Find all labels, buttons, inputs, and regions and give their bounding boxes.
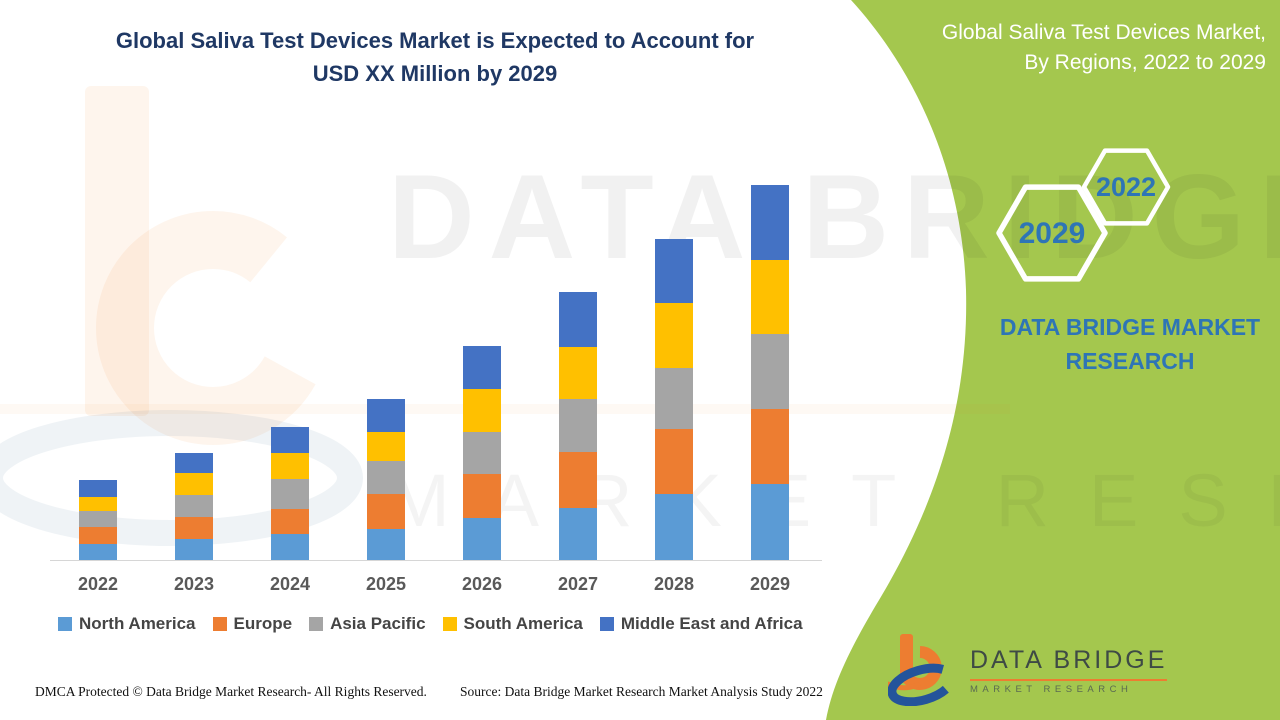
x-axis-label-2022: 2022 <box>77 574 119 594</box>
segment-middle-east-and-africa-2028 <box>655 239 693 303</box>
side-panel-title-line2: By Regions, 2022 to 2029 <box>1024 51 1266 74</box>
segment-asia-pacific-2027 <box>559 399 597 452</box>
segment-europe-2024 <box>271 509 309 534</box>
legend-label-north-america: North America <box>79 614 196 633</box>
segment-asia-pacific-2023 <box>175 495 213 517</box>
segment-north-america-2024 <box>271 534 309 560</box>
peach-b-watermark <box>0 86 1010 445</box>
segment-middle-east-and-africa-2027 <box>559 292 597 347</box>
segment-south-america-2027 <box>559 347 597 399</box>
side-panel-title-line1: Global Saliva Test Devices Market, <box>941 21 1266 44</box>
logo-subtitle: MARKET RESEARCH <box>970 684 1133 695</box>
segment-south-america-2029 <box>751 260 789 334</box>
segment-asia-pacific-2028 <box>655 368 693 429</box>
segment-middle-east-and-africa-2022 <box>79 480 117 497</box>
x-axis-label-2027: 2027 <box>557 574 599 594</box>
segment-north-america-2023 <box>175 539 213 560</box>
segment-asia-pacific-2029 <box>751 334 789 409</box>
segment-middle-east-and-africa-2029 <box>751 185 789 260</box>
legend-item-asia-pacific: Asia Pacific <box>309 614 426 634</box>
hexagon-2029-label: 2029 <box>1019 217 1086 250</box>
segment-north-america-2027 <box>559 508 597 560</box>
bar-2028 <box>655 239 693 560</box>
segment-asia-pacific-2025 <box>367 461 405 494</box>
brand-text: DATA BRIDGE MARKET RESEARCH <box>985 310 1275 378</box>
x-axis-label-2029: 2029 <box>749 574 791 594</box>
dmca-notice: DMCA Protected © Data Bridge Market Rese… <box>35 684 427 699</box>
legend-swatch-south-america <box>442 617 457 631</box>
bar-2029 <box>751 185 789 560</box>
segment-asia-pacific-2022 <box>79 511 117 527</box>
segment-south-america-2024 <box>271 453 309 479</box>
segment-south-america-2023 <box>175 473 213 495</box>
legend-label-middle-east-and-africa: Middle East and Africa <box>620 614 803 633</box>
segment-europe-2028 <box>655 429 693 494</box>
hexagon-2022: 2022 <box>1081 148 1171 226</box>
x-axis-label-2024: 2024 <box>269 574 311 594</box>
segment-asia-pacific-2026 <box>463 432 501 474</box>
x-axis-label-2026: 2026 <box>461 574 503 594</box>
bar-2023 <box>175 453 213 560</box>
data-bridge-logo: DATA BRIDGE MARKET RESEARCH <box>888 628 1168 706</box>
legend-label-europe: Europe <box>233 614 293 633</box>
legend-label-asia-pacific: Asia Pacific <box>330 614 426 633</box>
bar-2022 <box>79 480 117 560</box>
segment-middle-east-and-africa-2026 <box>463 346 501 389</box>
legend-label-south-america: South America <box>463 614 583 633</box>
hexagon-2022-label: 2022 <box>1096 172 1156 202</box>
legend-swatch-europe <box>212 617 227 631</box>
segment-europe-2029 <box>751 409 789 484</box>
logo-title: DATA BRIDGE <box>970 646 1168 681</box>
chart-title-line1: Global Saliva Test Devices Market is Exp… <box>115 28 755 53</box>
segment-south-america-2022 <box>79 497 117 511</box>
brand-text-line1: DATA BRIDGE MARKET <box>999 314 1261 340</box>
segment-south-america-2028 <box>655 303 693 368</box>
segment-south-america-2025 <box>367 432 405 461</box>
chart-title: Global Saliva Test Devices Market is Exp… <box>40 24 830 90</box>
segment-europe-2027 <box>559 452 597 508</box>
chart-title-line2: USD XX Million by 2029 <box>312 61 558 86</box>
segment-north-america-2025 <box>367 529 405 560</box>
bar-2024 <box>271 427 309 560</box>
data-bridge-logo-text: DATA BRIDGE MARKET RESEARCH <box>970 646 1168 695</box>
legend-item-south-america: South America <box>442 614 583 634</box>
chart-legend: North America Europe Asia Pacific South Ame… <box>58 614 803 634</box>
segment-middle-east-and-africa-2023 <box>175 453 213 473</box>
bar-2027 <box>559 292 597 560</box>
hexagon-2029: 2029 <box>996 184 1108 282</box>
segment-europe-2022 <box>79 527 117 544</box>
x-axis-label-2023: 2023 <box>173 574 215 594</box>
segment-middle-east-and-africa-2024 <box>271 427 309 453</box>
brand-text-line2: RESEARCH <box>1065 348 1195 374</box>
segment-north-america-2029 <box>751 484 789 560</box>
x-axis-label-2028: 2028 <box>653 574 695 594</box>
segment-north-america-2026 <box>463 518 501 560</box>
bar-2026 <box>463 346 501 560</box>
segment-middle-east-and-africa-2025 <box>367 399 405 432</box>
side-panel-title: Global Saliva Test Devices Market, By Re… <box>846 18 1266 78</box>
hexagon-badges: 2022 2029 <box>996 148 1171 282</box>
segment-europe-2025 <box>367 494 405 529</box>
legend-item-north-america: North America <box>58 614 196 634</box>
legend-item-middle-east-and-africa: Middle East and Africa <box>599 614 803 634</box>
segment-north-america-2022 <box>79 544 117 560</box>
blue-swoosh-watermark <box>0 410 363 546</box>
segment-europe-2023 <box>175 517 213 539</box>
bar-2025 <box>367 399 405 560</box>
source-note: Source: Data Bridge Market Research Mark… <box>460 684 823 699</box>
segment-asia-pacific-2024 <box>271 479 309 509</box>
x-axis-line <box>50 560 822 561</box>
legend-swatch-middle-east-and-africa <box>599 617 614 631</box>
legend-item-europe: Europe <box>212 614 293 634</box>
legend-swatch-north-america <box>58 617 72 631</box>
segment-north-america-2028 <box>655 494 693 560</box>
segment-europe-2026 <box>463 474 501 518</box>
x-axis-label-2025: 2025 <box>365 574 407 594</box>
segment-south-america-2026 <box>463 389 501 432</box>
data-bridge-logo-icon <box>888 634 957 706</box>
legend-swatch-asia-pacific <box>309 617 324 631</box>
